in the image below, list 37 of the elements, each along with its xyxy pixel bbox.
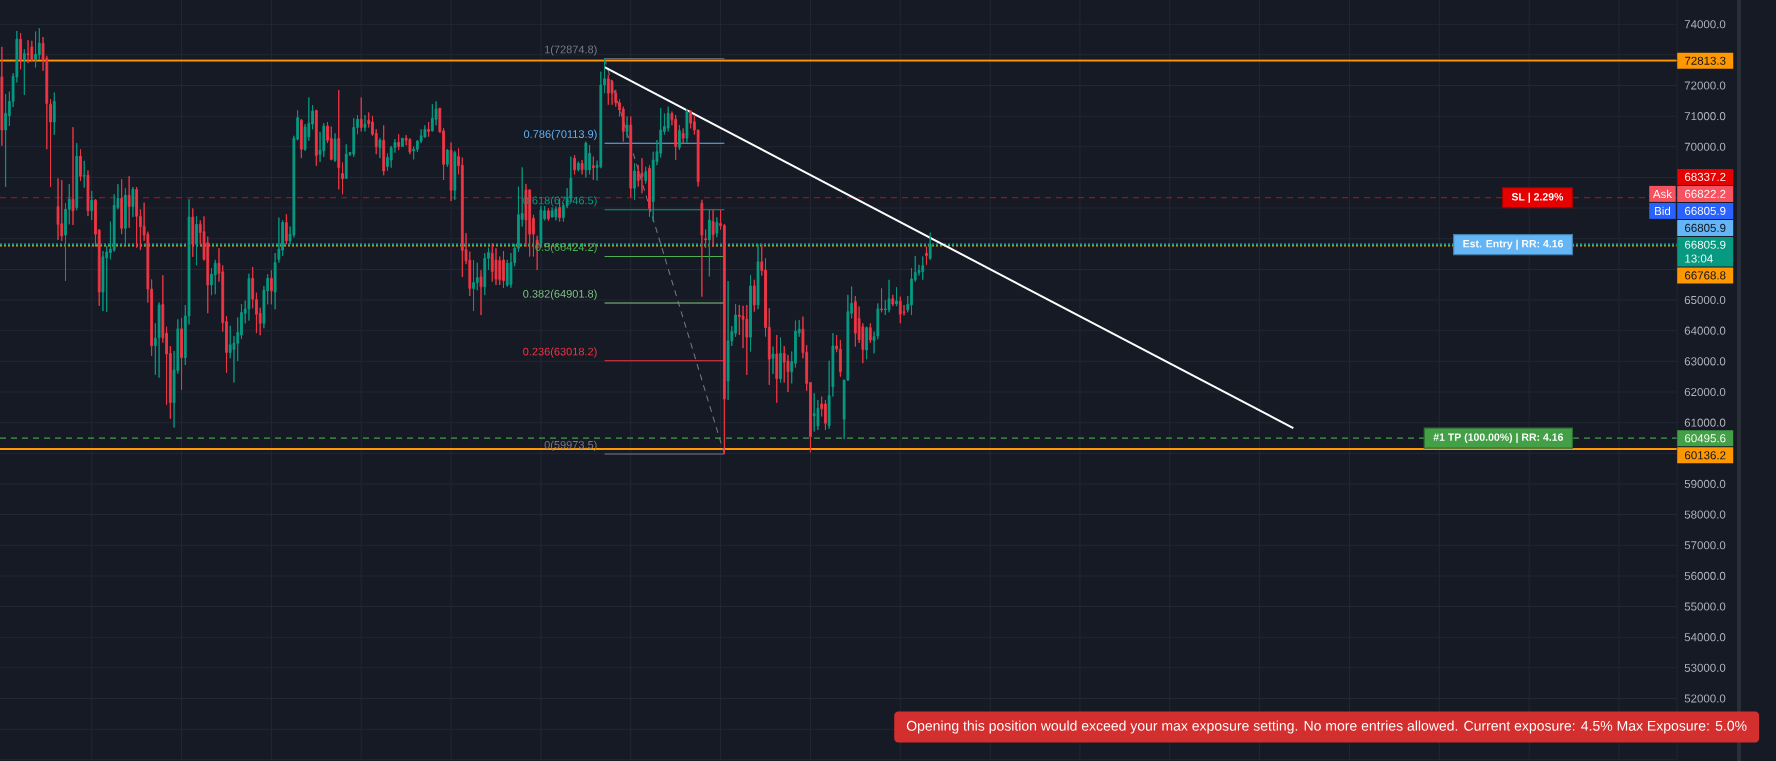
y-tick-label: 57000.0 — [1684, 541, 1726, 550]
text: 60495.6 — [1685, 434, 1726, 443]
ref-line-label: 72813.3 — [1685, 56, 1726, 65]
y-tick-label: 59000.0 — [1684, 479, 1726, 489]
text: 66805.9 — [1685, 206, 1726, 215]
y-tick-label: 65000.0 — [1684, 295, 1726, 305]
annotation: Ask — [1652, 189, 1673, 199]
text: 66822.2 — [1685, 189, 1726, 198]
ref-line-label: 60136.2 — [1685, 451, 1726, 460]
ref-line-label: 66805.9 — [1685, 240, 1726, 249]
y-tick-label: 70000.0 — [1684, 142, 1726, 151]
y-tick-label: 55000.0 — [1684, 602, 1726, 611]
annotation: #1 TP (100.00%) | RR: 4.16 — [1433, 433, 1564, 444]
y-tick-label: 71000.0 — [1684, 112, 1726, 121]
y-tick-label: 54000.0 — [1684, 633, 1726, 642]
y-tick-label: 58000.0 — [1684, 510, 1726, 519]
series-label: 1(72874.8) — [544, 45, 597, 56]
series-label: 0.382(64901.8) — [523, 289, 597, 300]
y-tick-label: 72000.0 — [1684, 81, 1726, 90]
y-tick-label: 53000.0 — [1684, 663, 1726, 672]
series-label: 0.236(63018.2) — [523, 347, 597, 358]
y-tick-label: 61000.0 — [1684, 418, 1726, 427]
annotation: Est. Entry | RR: 4.16 — [1463, 239, 1564, 250]
annotation: Bid — [1655, 206, 1671, 216]
y-tick-label: 56000.0 — [1684, 571, 1726, 580]
y-tick-label: 52000.0 — [1684, 694, 1726, 703]
y-tick-label: 62000.0 — [1684, 387, 1726, 397]
text: 68337.2 — [1685, 172, 1726, 181]
annotation: Opening this position would exceed your max exposure setting. No more entries allowed. Current exposure: 4.5% Max Exposure: 5.0% — [906, 720, 1747, 734]
y-tick-label: 74000.0 — [1684, 20, 1726, 29]
text: 66805.9 — [1685, 223, 1726, 232]
series-label: 0.786(70113.9) — [523, 129, 597, 141]
y-tick-label: 64000.0 — [1684, 326, 1726, 335]
y-tick-label: 63000.0 — [1684, 357, 1726, 366]
text: 13:04 — [1685, 254, 1713, 263]
text: 66768.8 — [1685, 271, 1726, 280]
annotation: SL | 2.29% — [1511, 192, 1564, 203]
